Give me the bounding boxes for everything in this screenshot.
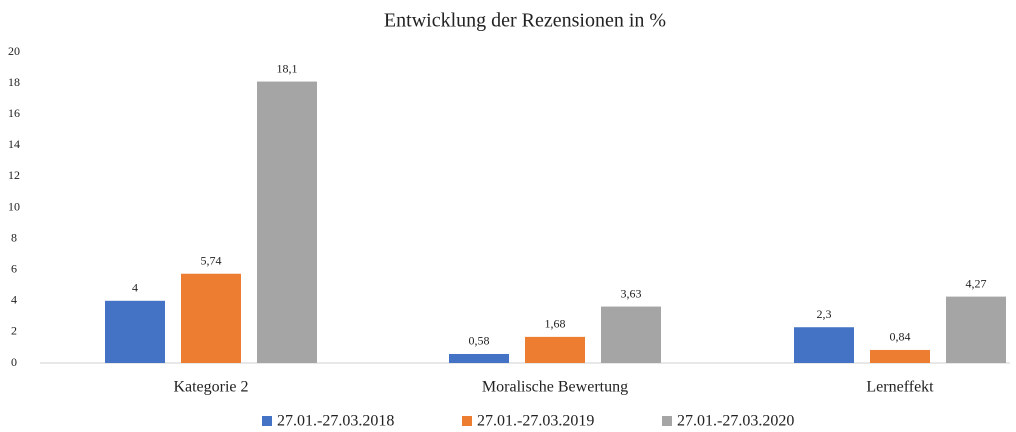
value-label: 1,68 [545, 317, 566, 331]
value-label: 4,27 [966, 276, 987, 290]
bar [181, 273, 241, 363]
legend-label: 27.01.-27.03.2019 [477, 413, 594, 430]
bar [946, 296, 1006, 363]
value-label: 5,74 [201, 253, 222, 267]
value-label: 0,58 [469, 334, 490, 348]
bar [794, 327, 854, 363]
chart-title: Entwicklung der Rezensionen in % [384, 10, 666, 32]
y-tick-label: 12 [8, 168, 20, 182]
value-label: 3,63 [621, 286, 642, 300]
y-tick-label: 6 [11, 261, 17, 275]
x-tick-label: Kategorie 2 [173, 379, 248, 396]
y-tick-label: 14 [8, 137, 20, 151]
y-tick-label: 0 [11, 355, 17, 369]
legend-swatch [462, 416, 472, 426]
y-tick-label: 18 [8, 75, 20, 89]
bar [105, 300, 165, 363]
legend-swatch [662, 416, 672, 426]
bar [257, 81, 317, 364]
bar [525, 336, 585, 363]
y-tick-label: 4 [11, 293, 17, 307]
value-label: 18,1 [277, 61, 298, 75]
legend-swatch [262, 416, 272, 426]
x-tick-label: Moralische Bewertung [482, 379, 628, 396]
value-label: 0,84 [890, 330, 911, 344]
bar [870, 349, 930, 363]
value-label: 4 [132, 281, 138, 295]
bar [601, 306, 661, 363]
legend-label: 27.01.-27.03.2020 [677, 413, 794, 430]
value-label: 2,3 [817, 307, 832, 321]
y-tick-label: 20 [8, 44, 20, 58]
y-tick-label: 10 [8, 199, 20, 213]
x-tick-label: Lerneffekt [866, 379, 934, 396]
y-tick-label: 8 [11, 230, 17, 244]
bar [449, 353, 509, 363]
legend-label: 27.01.-27.03.2018 [277, 413, 394, 430]
y-tick-label: 16 [8, 106, 20, 120]
y-tick-label: 2 [11, 324, 17, 338]
